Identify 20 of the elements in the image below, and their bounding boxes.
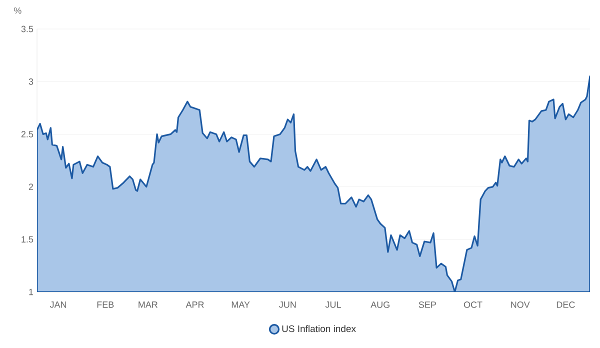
y-tick-label: 3.5 <box>21 26 34 32</box>
legend-label: US Inflation index <box>282 325 356 332</box>
x-tick-label: OCT <box>464 302 482 308</box>
x-tick-label: AUG <box>370 302 390 308</box>
x-tick-label: JUN <box>279 302 296 308</box>
x-tick-label: JAN <box>50 302 66 308</box>
y-tick-label: 2.5 <box>21 131 34 138</box>
y-axis-title: % <box>14 7 22 14</box>
y-tick-label: 3 <box>28 78 34 85</box>
x-tick-label: FEB <box>97 302 114 308</box>
x-tick-label: JUL <box>325 302 341 308</box>
x-tick-label: MAY <box>232 302 250 308</box>
y-tick-label: 1.5 <box>22 236 34 243</box>
x-tick-label: DEC <box>556 302 575 308</box>
x-tick-label: MAR <box>138 302 158 308</box>
y-tick-label: 2 <box>28 184 34 190</box>
x-tick-label: NOV <box>511 302 530 308</box>
x-tick-label: APR <box>186 302 204 308</box>
x-tick-label: SEP <box>418 302 436 308</box>
y-tick-label: 1 <box>29 288 34 296</box>
